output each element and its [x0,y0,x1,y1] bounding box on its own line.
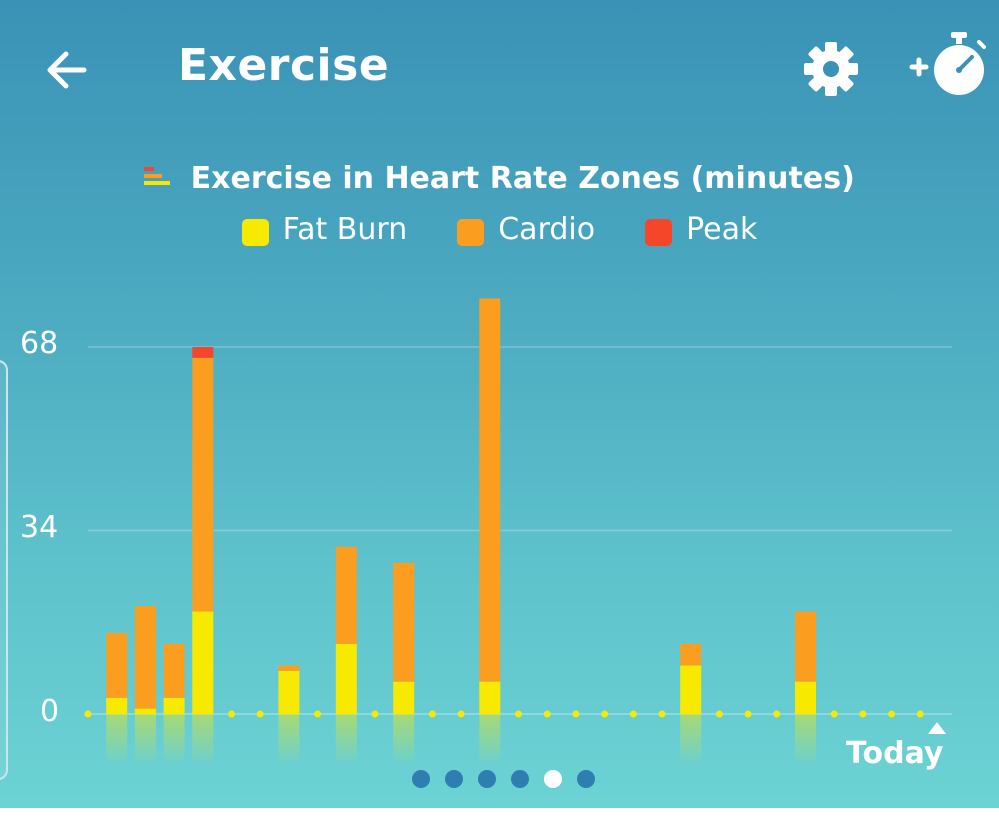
bar-segment-cardio[interactable] [163,643,185,698]
bar-reflection [795,714,816,766]
legend-label-peak: Peak [686,212,758,247]
legend-swatch-peak [645,219,673,246]
bar-segment-fat-burn[interactable] [278,670,300,714]
bar-reflection [192,714,214,766]
bar-segment-cardio[interactable] [106,633,128,698]
empty-day-dot [773,710,781,718]
y-tick-label-68: 68 [20,326,59,361]
empty-day-dot [629,710,637,718]
page-dot[interactable] [445,770,463,788]
bar-reflection [479,714,501,766]
bar-segment-cardio[interactable] [192,357,214,612]
page-dot[interactable] [511,770,529,788]
bar-reflection [106,714,128,766]
bar-segment-fat-burn[interactable] [680,665,702,714]
arrow-left-icon [47,51,87,89]
empty-day-dot [543,710,551,718]
empty-day-dot [888,710,896,718]
y-tick-label-0: 0 [40,694,60,729]
chart-legend: Fat Burn Cardio Peak [0,212,999,247]
page-dot[interactable] [577,770,595,788]
bar-segment-cardio[interactable] [795,611,816,682]
page-title: Exercise [178,40,390,91]
exercise-bar-chart [84,298,952,766]
legend-item-fat-burn: Fat Burn [241,212,408,247]
legend-item-peak: Peak [645,212,757,247]
y-tick-label-34: 34 [20,510,59,545]
bar-segment-fat-burn[interactable] [163,697,185,714]
empty-day-dot [428,710,436,718]
bar-segment-fat-burn[interactable] [134,708,156,714]
legend-swatch-fat-burn [241,219,269,246]
legend-label-fat-burn: Fat Burn [282,212,408,247]
legend-swatch-cardio [457,219,485,246]
empty-day-dot [859,710,867,718]
chart-bars [84,298,924,766]
legend-item-cardio: Cardio [457,212,595,247]
bar-reflection [335,714,357,766]
bar-reflection [393,714,415,766]
bar-segment-cardio[interactable] [278,665,300,671]
settings-button[interactable] [802,40,860,98]
chart-title-text: Exercise in Heart Rate Zones (minutes) [190,161,855,196]
empty-day-dot [744,710,752,718]
gear-icon [804,42,858,96]
empty-day-dot [830,710,838,718]
empty-day-dot [572,710,580,718]
empty-day-dot [84,710,92,718]
stopwatch-plus-icon [909,32,986,95]
bar-segment-fat-burn[interactable] [335,643,357,714]
page-indicator [412,770,595,788]
bar-segment-fat-burn[interactable] [106,697,128,714]
exercise-screen: Exercise [0,0,999,808]
bar-reflection [134,714,156,766]
chart-gridlines [88,346,952,715]
bar-segment-fat-burn[interactable] [393,681,415,714]
today-marker-icon [928,722,946,734]
page-dot[interactable] [544,770,562,788]
add-exercise-button[interactable] [906,30,990,98]
empty-day-dot [457,710,465,718]
back-button[interactable] [40,42,96,98]
bar-segment-fat-burn[interactable] [795,681,816,714]
bar-segment-peak[interactable] [192,347,214,358]
page-dot[interactable] [478,770,496,788]
empty-day-dot [916,710,924,718]
empty-day-dot [601,710,609,718]
empty-day-dot [228,710,235,718]
bar-segment-fat-burn[interactable] [192,611,214,714]
bar-segment-cardio[interactable] [680,643,702,666]
heart-rate-zones-icon [144,166,171,185]
bar-segment-fat-burn[interactable] [479,681,501,714]
empty-day-dot [371,710,379,718]
bar-reflection [163,714,185,766]
legend-label-cardio: Cardio [498,212,596,247]
page-dot[interactable] [412,770,430,788]
bar-segment-cardio[interactable] [134,606,156,709]
bar-reflection [278,714,300,766]
bar-reflection [680,714,702,766]
empty-day-dot [314,710,322,718]
chart-title: Exercise in Heart Rate Zones (minutes) [0,160,999,196]
bar-segment-cardio[interactable] [479,298,501,682]
today-label[interactable]: Today [846,736,944,771]
bar-segment-cardio[interactable] [393,562,415,682]
empty-day-dot [715,710,723,718]
empty-day-dot [515,710,522,718]
side-panel-handle[interactable] [0,360,8,780]
empty-day-dot [256,710,264,718]
bottom-edge [0,808,999,834]
empty-day-dot [658,710,666,718]
bar-segment-cardio[interactable] [335,546,357,644]
